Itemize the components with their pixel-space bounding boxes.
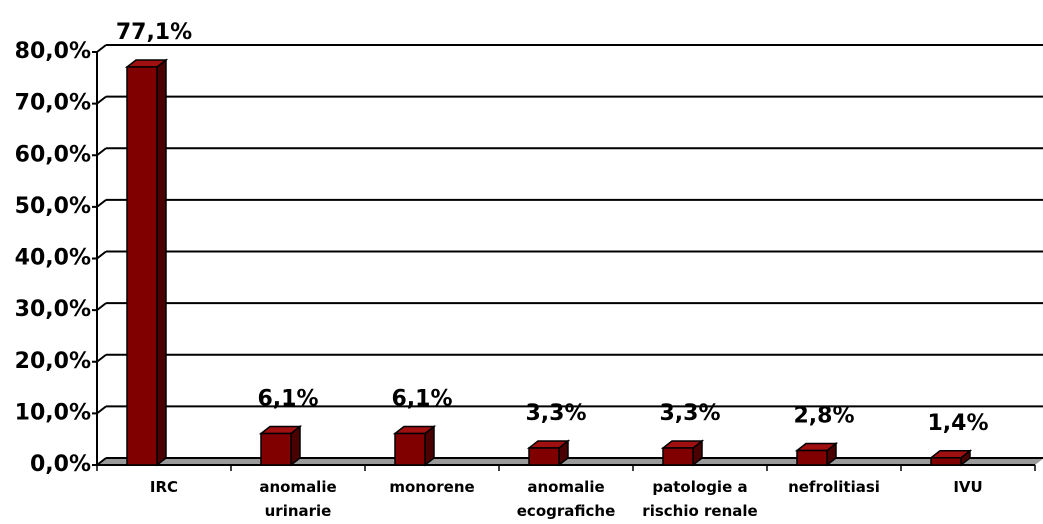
grid-line — [96, 302, 107, 311]
bar-side — [156, 58, 167, 467]
x-tick-label: anomalie ecografiche — [516, 478, 616, 520]
bar — [126, 66, 158, 466]
bar — [930, 457, 962, 466]
y-tick-label: 20,0% — [15, 349, 91, 374]
bar — [662, 447, 694, 466]
y-tick-label: 80,0% — [15, 39, 91, 64]
data-label: 3,3% — [659, 401, 720, 426]
floor — [97, 458, 1043, 465]
x-tick-label: nefrolitiasi — [788, 478, 880, 496]
data-label: 77,1% — [116, 20, 192, 45]
bar — [394, 432, 426, 466]
grid-line — [96, 405, 107, 415]
y-tick-label: 0,0% — [30, 452, 91, 477]
grid-line — [96, 457, 107, 466]
grid-line — [96, 95, 107, 105]
grid-line — [96, 199, 107, 208]
y-tick-label: 50,0% — [15, 194, 91, 219]
data-label: 6,1% — [391, 387, 452, 412]
grid-line — [96, 44, 107, 53]
data-label: 3,3% — [525, 401, 586, 426]
grid-line — [96, 250, 107, 260]
bar — [260, 432, 292, 466]
bar — [528, 447, 560, 466]
y-tick-label: 40,0% — [15, 246, 91, 271]
x-tick-label: monorene — [389, 478, 475, 496]
bar — [796, 449, 828, 466]
y-tick-label: 30,0% — [15, 297, 91, 322]
y-tick-label: 70,0% — [15, 91, 91, 116]
data-label: 6,1% — [257, 387, 318, 412]
x-tick-label: IVU — [953, 478, 983, 496]
y-tick-label: 60,0% — [15, 142, 91, 167]
grid-line — [96, 147, 107, 157]
x-tick-label: IRC — [149, 478, 179, 496]
data-label: 1,4% — [927, 411, 988, 436]
x-tick-label: patologie a rischio renale — [642, 478, 758, 520]
x-tick-label: anomalie urinarie — [259, 478, 337, 520]
grid-line — [96, 353, 107, 363]
y-tick-label: 10,0% — [15, 400, 91, 425]
data-label: 2,8% — [793, 404, 854, 429]
